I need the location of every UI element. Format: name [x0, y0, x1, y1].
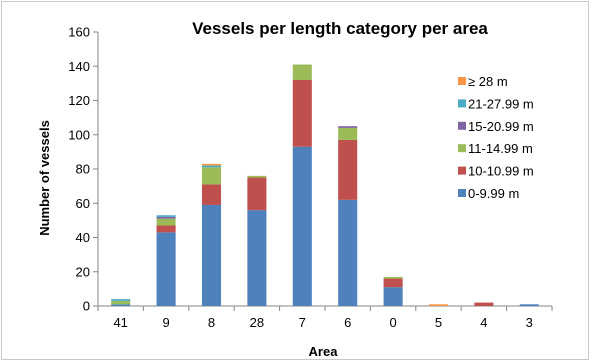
y-tick-label: 40	[76, 230, 90, 245]
y-tick-label: 140	[68, 59, 90, 74]
legend-swatch	[458, 121, 466, 130]
legend-label: 0-9.99 m	[468, 186, 519, 201]
legend-swatch	[458, 189, 466, 197]
y-tick-label: 100	[68, 127, 90, 142]
y-tick-label: 20	[76, 264, 90, 279]
x-axis-title: Area	[309, 344, 339, 359]
bars	[111, 64, 539, 306]
bar-segment	[201, 184, 222, 205]
bar-segment	[383, 276, 403, 279]
bar-segment	[111, 299, 131, 301]
legend: ≥ 28 m 21-27.99 m 15-20.99 m 11-14.99 m 10-1…	[458, 74, 534, 201]
bar-segment	[156, 232, 176, 306]
bar-segment	[292, 64, 312, 80]
legend-swatch	[458, 144, 466, 153]
bar-segment	[428, 304, 449, 306]
legend-swatch	[458, 77, 466, 85]
legend-label: 15-20.99 m	[468, 119, 534, 134]
x-tick-label: 28	[250, 315, 264, 330]
x-tick-label: 7	[299, 315, 306, 330]
legend-label: 10-10.99 m	[468, 164, 534, 179]
bar-segment	[111, 300, 131, 305]
y-axis-title: Number of vessels	[37, 120, 52, 236]
bar-segment	[201, 204, 222, 306]
bar-segment	[383, 278, 403, 288]
x-tick-label: 6	[344, 315, 351, 330]
y-tick-label: 80	[76, 162, 90, 177]
bar-segment	[247, 210, 267, 306]
bar-segment	[519, 304, 539, 306]
x-tick-label: 8	[208, 315, 215, 330]
bar-segment	[111, 304, 131, 306]
x-tick-label: 0	[389, 315, 396, 330]
x-tick-label: 4	[480, 315, 487, 330]
bar-segment	[292, 146, 312, 306]
legend-label: 21-27.99 m	[468, 96, 534, 111]
bar-segment	[156, 218, 176, 226]
y-tick-label: 60	[76, 196, 90, 211]
x-tick-label: 41	[113, 315, 127, 330]
chart-title: Vessels per length category per area	[192, 19, 488, 38]
bar-segment	[156, 225, 176, 233]
bar-segment	[247, 177, 267, 211]
y-tick-label: 0	[83, 299, 90, 314]
legend-swatch	[458, 99, 466, 108]
bar-segment	[338, 126, 358, 128]
x-axis-ticks: 41 9 8 28 7 6 0 5 4 3	[97, 306, 553, 330]
bar-segment	[383, 287, 403, 306]
legend-swatch	[458, 166, 466, 175]
y-tick-label: 160	[68, 25, 90, 40]
bar-segment	[156, 216, 176, 219]
bar-segment	[247, 175, 267, 178]
bar-segment	[201, 165, 222, 168]
bar-segment	[338, 127, 358, 140]
bar-segment	[156, 215, 176, 217]
bar-segment	[201, 167, 222, 185]
bar-segment	[338, 199, 358, 306]
x-tick-label: 3	[526, 315, 533, 330]
bar-segment	[474, 302, 494, 306]
bar-segment	[201, 163, 222, 166]
legend-label: ≥ 28 m	[468, 74, 508, 89]
bar-segment	[338, 139, 358, 200]
x-tick-label: 9	[162, 315, 169, 330]
y-axis-ticks: 0 20 40 60 80 100 120 140 160	[68, 25, 98, 314]
x-tick-label: 5	[435, 315, 442, 330]
bar-segment	[292, 79, 312, 147]
legend-label: 11-14.99 m	[468, 141, 533, 156]
y-tick-label: 120	[68, 93, 90, 108]
